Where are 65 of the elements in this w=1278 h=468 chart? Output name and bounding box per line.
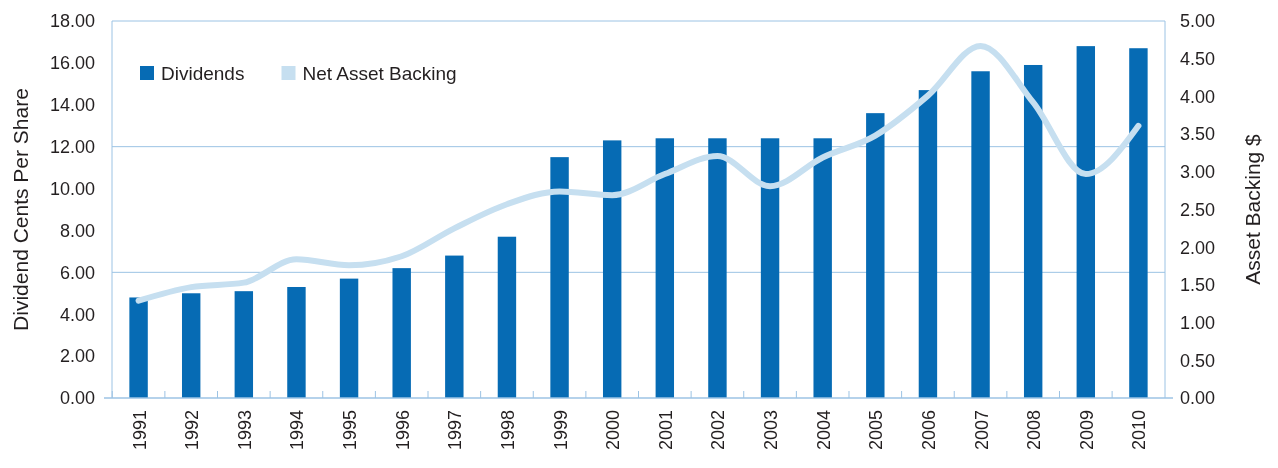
x-tick-label: 1999	[550, 410, 571, 451]
y2-tick-label: 5.00	[1180, 11, 1216, 32]
y2-tick-label: 0.50	[1180, 350, 1216, 371]
bar	[497, 236, 517, 398]
bar	[866, 113, 885, 398]
y-tick-label: 6.00	[59, 262, 95, 283]
y2-tick-label: 0.00	[1180, 388, 1216, 409]
y-tick-label: 10.00	[49, 178, 95, 199]
bar	[708, 138, 727, 398]
x-tick-label: 2000	[603, 410, 624, 451]
x-tick-label: 1996	[392, 410, 413, 451]
y-tick-label: 8.00	[59, 220, 95, 241]
y-tick-label: 18.00	[49, 11, 95, 32]
y-tick-label: 14.00	[49, 95, 95, 116]
bar	[445, 255, 464, 398]
bar	[1076, 46, 1096, 398]
y2-tick-label: 3.50	[1180, 124, 1216, 145]
x-tick-label: 2006	[918, 410, 939, 451]
x-tick-label: 1997	[445, 410, 466, 451]
x-tick-label: 2008	[1024, 410, 1045, 451]
bar	[1129, 48, 1148, 398]
bar	[602, 140, 622, 398]
y-tick-label: 4.00	[59, 304, 95, 325]
bar	[339, 278, 359, 398]
x-tick-label: 2010	[1129, 410, 1150, 451]
x-tick-label: 1994	[287, 410, 308, 451]
bar	[918, 90, 938, 398]
x-tick-label: 1993	[234, 410, 255, 451]
y2-tick-label: 4.00	[1180, 86, 1216, 107]
bar	[1023, 64, 1043, 398]
y-tick-label: 16.00	[49, 53, 95, 74]
x-tick-label: 2003	[761, 410, 782, 451]
bar	[813, 138, 832, 398]
bar	[129, 297, 148, 398]
legend-label: Net Asset Backing	[302, 62, 457, 84]
y-tick-label: 2.00	[59, 346, 95, 367]
y2-tick-label: 1.00	[1180, 312, 1216, 333]
bar	[287, 286, 306, 398]
bar	[971, 71, 990, 398]
y2-tick-label: 2.00	[1180, 237, 1216, 258]
x-tick-label: 2004	[813, 410, 834, 451]
x-tick-label: 2007	[971, 410, 992, 451]
x-tick-label: 2009	[1076, 410, 1097, 451]
y-tick-label: 12.00	[49, 136, 95, 157]
y2-tick-label: 3.00	[1180, 162, 1216, 183]
y2-axis-title: Asset Backing $	[1241, 133, 1264, 285]
bar	[234, 291, 254, 398]
bar	[655, 138, 675, 398]
x-tick-label: 2001	[655, 410, 676, 451]
x-tick-label: 1995	[340, 410, 361, 451]
bar	[550, 157, 569, 398]
x-tick-label: 1998	[497, 410, 518, 451]
y2-tick-label: 1.50	[1180, 275, 1216, 296]
bar	[181, 293, 201, 398]
x-tick-label: 2005	[866, 410, 887, 451]
y2-tick-label: 4.50	[1180, 49, 1216, 69]
bar	[392, 268, 411, 398]
x-tick-label: 2002	[708, 410, 729, 451]
legend-label: Dividends	[161, 62, 245, 84]
y2-tick-label: 2.50	[1180, 199, 1216, 220]
y-axis-title: Dividend Cents Per Share	[9, 88, 32, 331]
x-tick-label: 1992	[182, 410, 203, 451]
bar	[760, 138, 780, 398]
y-tick-label: 0.00	[59, 388, 95, 409]
x-tick-label: 1991	[129, 410, 150, 451]
